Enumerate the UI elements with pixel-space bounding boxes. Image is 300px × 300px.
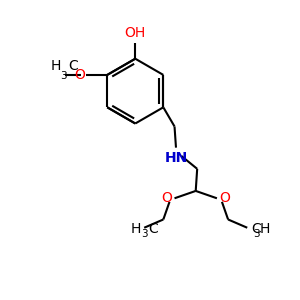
Text: O: O [219, 191, 230, 205]
Text: O: O [162, 191, 172, 205]
Text: HN: HN [164, 151, 188, 165]
Text: 3: 3 [141, 229, 148, 238]
Text: C: C [148, 222, 158, 236]
Text: H: H [260, 222, 270, 236]
Text: OH: OH [125, 26, 146, 40]
Text: C: C [68, 58, 77, 73]
Text: H: H [131, 222, 141, 236]
Text: 3: 3 [60, 71, 67, 81]
Text: H: H [51, 58, 61, 73]
Text: 3: 3 [254, 229, 260, 238]
Text: C: C [252, 222, 261, 236]
Text: O: O [74, 68, 85, 82]
